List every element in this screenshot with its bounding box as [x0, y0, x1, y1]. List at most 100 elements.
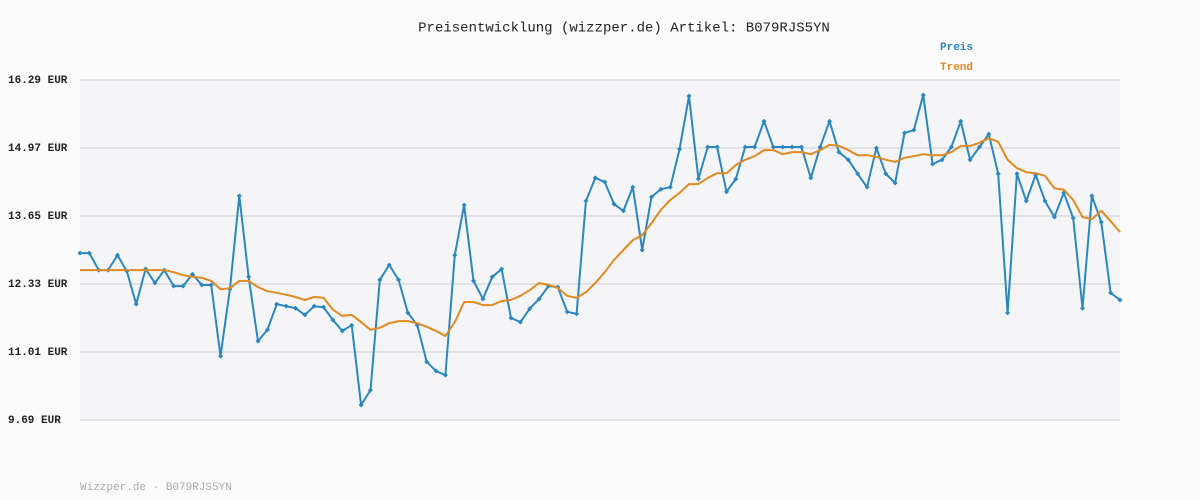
point — [461, 202, 467, 208]
point — [780, 144, 786, 150]
point — [189, 271, 195, 277]
point — [948, 144, 954, 150]
point — [583, 198, 589, 204]
point — [199, 282, 205, 288]
point — [274, 301, 280, 307]
point — [405, 310, 411, 316]
point — [892, 180, 898, 186]
point — [489, 274, 495, 280]
point — [639, 247, 645, 253]
legend-entry: Preis — [940, 42, 973, 54]
line-1 — [80, 137, 1121, 337]
point — [920, 92, 926, 98]
point — [358, 402, 364, 408]
point — [424, 359, 430, 365]
point — [695, 176, 701, 182]
point — [330, 317, 336, 323]
point — [386, 262, 392, 268]
point — [714, 144, 720, 150]
point — [667, 184, 673, 190]
point — [302, 312, 308, 318]
point — [686, 93, 692, 99]
point — [630, 184, 636, 190]
point — [499, 266, 505, 272]
point — [180, 283, 186, 289]
point — [827, 118, 833, 124]
point — [508, 315, 514, 321]
point — [986, 131, 992, 137]
point — [236, 193, 242, 199]
point — [1080, 305, 1086, 311]
point — [902, 130, 908, 136]
point — [321, 304, 327, 310]
point — [770, 144, 776, 150]
point — [808, 175, 814, 181]
point — [1005, 310, 1011, 316]
point — [611, 201, 617, 207]
point — [536, 296, 542, 302]
point — [246, 274, 252, 280]
point — [114, 252, 120, 258]
point — [311, 303, 317, 309]
point — [836, 149, 842, 155]
point — [817, 144, 823, 150]
point — [995, 171, 1001, 177]
point — [264, 327, 270, 333]
y-tick-label: 13.65 EUR — [8, 211, 68, 223]
point — [976, 144, 982, 150]
point — [733, 176, 739, 182]
chart-title: Preisentwicklung (wizzper.de) Artikel: B… — [418, 21, 830, 37]
legend-entry: Trend — [940, 62, 973, 74]
y-tick-label: 16.29 EUR — [8, 75, 68, 87]
point — [377, 277, 383, 283]
point — [752, 144, 758, 150]
point — [761, 118, 767, 124]
point — [283, 303, 289, 309]
point — [742, 144, 748, 150]
point — [564, 309, 570, 315]
point — [1051, 214, 1057, 220]
plot-area — [80, 80, 1120, 420]
point — [789, 144, 795, 150]
point — [939, 157, 945, 163]
point — [1089, 193, 1095, 199]
point — [855, 171, 861, 177]
point — [349, 322, 355, 328]
point — [883, 171, 889, 177]
point — [1108, 290, 1114, 296]
point — [86, 250, 92, 256]
point — [218, 353, 224, 359]
y-tick-label: 12.33 EUR — [8, 279, 68, 291]
point — [396, 277, 402, 283]
point — [1014, 171, 1020, 177]
point — [958, 118, 964, 124]
y-tick-label: 9.69 EUR — [8, 415, 61, 427]
point — [1098, 219, 1104, 225]
point — [798, 144, 804, 150]
point — [864, 184, 870, 190]
point — [77, 250, 83, 256]
point — [658, 186, 664, 192]
point — [705, 144, 711, 150]
point — [574, 311, 580, 317]
point — [677, 146, 683, 152]
point — [723, 189, 729, 195]
point — [367, 387, 373, 393]
point — [292, 305, 298, 311]
point — [480, 296, 486, 302]
point — [602, 179, 608, 185]
point — [845, 157, 851, 163]
point — [1023, 198, 1029, 204]
point — [620, 208, 626, 214]
point — [171, 283, 177, 289]
point — [649, 194, 655, 200]
point — [471, 278, 477, 284]
point — [1117, 297, 1123, 303]
point — [442, 372, 448, 378]
y-tick-label: 11.01 EUR — [8, 347, 68, 359]
point — [967, 157, 973, 163]
point — [339, 328, 345, 334]
point — [452, 252, 458, 258]
y-tick-label: 14.97 EUR — [8, 143, 68, 155]
